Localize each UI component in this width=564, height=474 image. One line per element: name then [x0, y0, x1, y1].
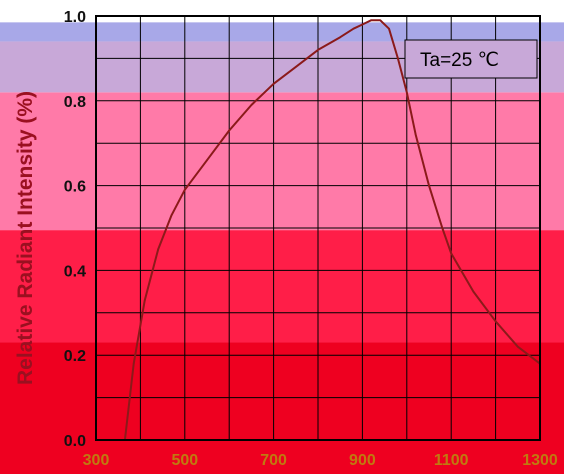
plot-frame [95, 15, 541, 441]
series-point [206, 159, 208, 161]
series-point [170, 214, 173, 217]
background-band [0, 22, 564, 42]
series-point [450, 252, 453, 255]
series-point [184, 189, 186, 191]
series-point [144, 299, 146, 301]
series-point [388, 27, 390, 30]
series-point [228, 129, 230, 132]
series-point [406, 91, 408, 94]
background-band [0, 92, 564, 231]
series-point [157, 248, 159, 250]
y-tick-label: 0.8 [64, 94, 86, 111]
y-tick-labels: 0.0 0.2 0.4 0.6 0.8 1.0 [64, 9, 86, 450]
annotation-text: Ta=25 ℃ [420, 50, 499, 71]
series-point [441, 227, 444, 229]
x-tick-label: 500 [171, 452, 198, 469]
x-tick-label: 1300 [522, 452, 558, 469]
y-tick-label: 0.0 [64, 433, 86, 450]
background-band [0, 342, 564, 474]
annotation-frame [404, 39, 538, 79]
series-point [414, 133, 417, 136]
x-tick-label: 300 [83, 452, 110, 469]
series-layer [123, 19, 541, 441]
series-point [352, 27, 355, 30]
series-point [428, 184, 430, 187]
series-point [317, 49, 319, 51]
grid-lines [96, 16, 540, 440]
series-point [250, 104, 253, 106]
series-point [472, 290, 475, 293]
annotation-box: Ta=25 ℃ [404, 39, 538, 79]
y-tick-label: 0.6 [64, 179, 86, 196]
series-point [379, 19, 381, 22]
series-point [517, 345, 519, 348]
series-point [370, 19, 373, 22]
x-tick-label: 1100 [434, 452, 469, 469]
series-line [123, 19, 541, 441]
series-point [272, 83, 275, 85]
series-point [295, 66, 297, 68]
background-band [0, 230, 564, 343]
y-tick-label: 0.4 [64, 263, 86, 280]
y-tick-label: 0.2 [64, 348, 86, 365]
x-tick-label: 900 [349, 452, 376, 469]
series-point [494, 320, 497, 323]
series-point [361, 23, 364, 26]
y-axis-label: Relative Radiant Intensity (%) [14, 91, 37, 385]
x-tick-label: 700 [260, 452, 287, 469]
x-tick-labels: 300 500 700 900 1100 1300 [83, 452, 558, 469]
series-point [132, 362, 135, 365]
series-point [339, 36, 342, 38]
series-point [397, 57, 399, 60]
y-tick-label: 1.0 [64, 9, 86, 26]
